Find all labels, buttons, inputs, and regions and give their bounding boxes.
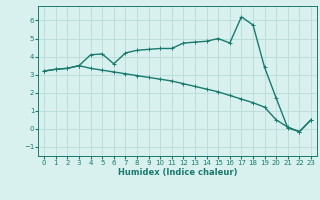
X-axis label: Humidex (Indice chaleur): Humidex (Indice chaleur) [118, 168, 237, 177]
